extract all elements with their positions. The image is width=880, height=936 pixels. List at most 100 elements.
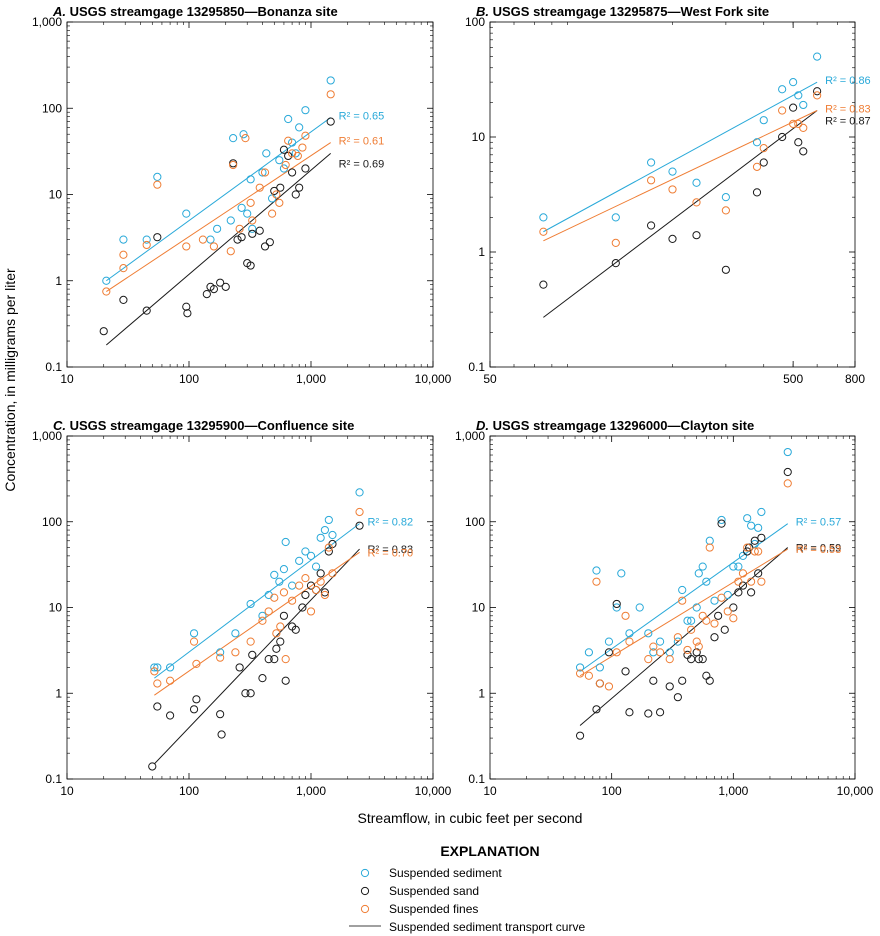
data-point-sand: [241, 689, 250, 698]
data-point-sand: [272, 644, 281, 653]
y-axis-label: Concentration, in milligrams per liter: [2, 268, 18, 492]
data-point-sediment: [326, 76, 335, 85]
legend-label-sand: Suspended sand: [389, 884, 479, 898]
y-tick-label: 1: [55, 274, 62, 288]
data-point-sand: [189, 705, 199, 714]
y-tick-label: 1: [55, 686, 62, 700]
data-point-sand: [665, 682, 674, 691]
data-point-sediment: [248, 224, 257, 233]
data-point-fines: [665, 655, 674, 664]
data-point-fines: [258, 616, 267, 625]
data-point-sediment: [752, 138, 762, 147]
data-point-fines: [668, 185, 677, 194]
data-point-fines: [778, 106, 787, 115]
data-point-fines: [794, 119, 803, 128]
data-point-sand: [298, 603, 307, 612]
data-point-sand: [324, 547, 333, 556]
data-point-fines: [198, 235, 208, 244]
data-point-fines: [246, 198, 255, 207]
data-point-sediment: [288, 581, 297, 590]
data-point-sand: [757, 533, 766, 542]
fit-line-fines: [543, 110, 818, 242]
data-point-sediment: [611, 213, 620, 222]
fit-line-fines: [106, 142, 331, 292]
data-point-fines: [260, 168, 270, 177]
panel-c-title-text: USGS streamgage 13295900—Confluence site: [70, 418, 355, 433]
data-point-sediment: [539, 213, 548, 222]
panel-a-letter: A.: [52, 4, 70, 19]
panel-d-frame: [489, 435, 856, 780]
data-point-sand: [611, 259, 620, 268]
data-point-sediment: [705, 536, 714, 545]
data-point-sediment: [166, 663, 175, 672]
data-point-sand: [734, 588, 743, 597]
data-point-sediment: [268, 194, 277, 203]
data-point-sand: [673, 693, 682, 702]
y-tick-label: 1: [478, 686, 485, 700]
panel-a-frame: [66, 21, 434, 368]
data-point-fines: [683, 645, 692, 655]
r2-label-fines: R² = 0.83: [825, 103, 871, 115]
legend-title: EXPLANATION: [440, 843, 539, 859]
data-point-sediment: [279, 565, 289, 574]
data-point-sand: [692, 231, 701, 240]
data-point-sand: [221, 282, 230, 291]
data-point-fines: [102, 287, 111, 296]
r2-label-sediment: R² = 0.82: [368, 517, 414, 529]
data-point-sediment: [710, 596, 719, 605]
data-point-sediment: [275, 156, 284, 165]
data-point-sediment: [275, 577, 284, 586]
data-point-sediment: [291, 149, 300, 158]
data-point-sand: [291, 625, 300, 634]
y-tick-label: 0.1: [468, 772, 485, 786]
data-point-sand: [717, 519, 726, 528]
legend-item-sediment: Suspended sediment: [360, 866, 502, 880]
data-point-fines: [702, 616, 711, 625]
data-point-sand: [276, 183, 285, 192]
data-point-sediment: [237, 203, 246, 212]
y-tick-label: 0.1: [45, 772, 62, 786]
data-point-fines: [301, 131, 310, 140]
data-point-sand: [655, 708, 665, 717]
x-tick-label: 1,000: [296, 372, 326, 386]
data-point-sand: [142, 306, 151, 315]
x-tick-label: 10,000: [415, 372, 452, 386]
data-point-fines: [192, 659, 201, 668]
fit-line-sand: [543, 110, 818, 318]
data-point-sand: [295, 183, 304, 192]
data-point-fines: [743, 543, 752, 552]
chart-panels: A. USGS streamgage 13295850—Bonanza site…: [32, 4, 874, 798]
data-point-sediment: [783, 447, 792, 457]
fit-line-fines: [579, 548, 788, 677]
data-point-sand: [148, 762, 157, 771]
data-point-sediment: [119, 235, 128, 244]
data-point-fines: [721, 206, 730, 215]
data-point-fines: [754, 547, 763, 556]
panel-b: B. USGS streamgage 13295875—West Fork si…: [465, 4, 871, 386]
data-point-fines: [209, 242, 219, 251]
panel-a-title-text: USGS streamgage 13295850—Bonanza site: [70, 4, 338, 19]
r2-label-fines: R² = 0.53: [796, 544, 842, 556]
data-point-fines: [813, 91, 822, 100]
data-point-fines: [272, 629, 281, 638]
r2-label-sediment: R² = 0.57: [796, 517, 842, 529]
data-point-sand: [216, 710, 225, 719]
data-point-sediment: [635, 603, 644, 612]
data-point-fines: [649, 642, 658, 651]
y-tick-label: 10: [472, 130, 486, 144]
data-point-sediment: [575, 663, 585, 672]
data-point-sediment: [617, 569, 626, 578]
data-point-sand: [794, 138, 803, 147]
data-point-fines: [644, 655, 653, 664]
data-point-sand: [182, 302, 191, 311]
data-point-sediment: [288, 138, 297, 147]
data-point-sediment: [717, 515, 726, 525]
data-point-sediment: [789, 78, 798, 87]
data-point-sediment: [306, 551, 316, 560]
data-point-sediment: [142, 235, 151, 244]
data-point-fines: [694, 642, 703, 651]
data-point-sand: [575, 731, 585, 740]
data-point-fines: [288, 596, 297, 605]
data-point-fines: [705, 543, 714, 552]
data-point-sediment: [612, 603, 621, 612]
